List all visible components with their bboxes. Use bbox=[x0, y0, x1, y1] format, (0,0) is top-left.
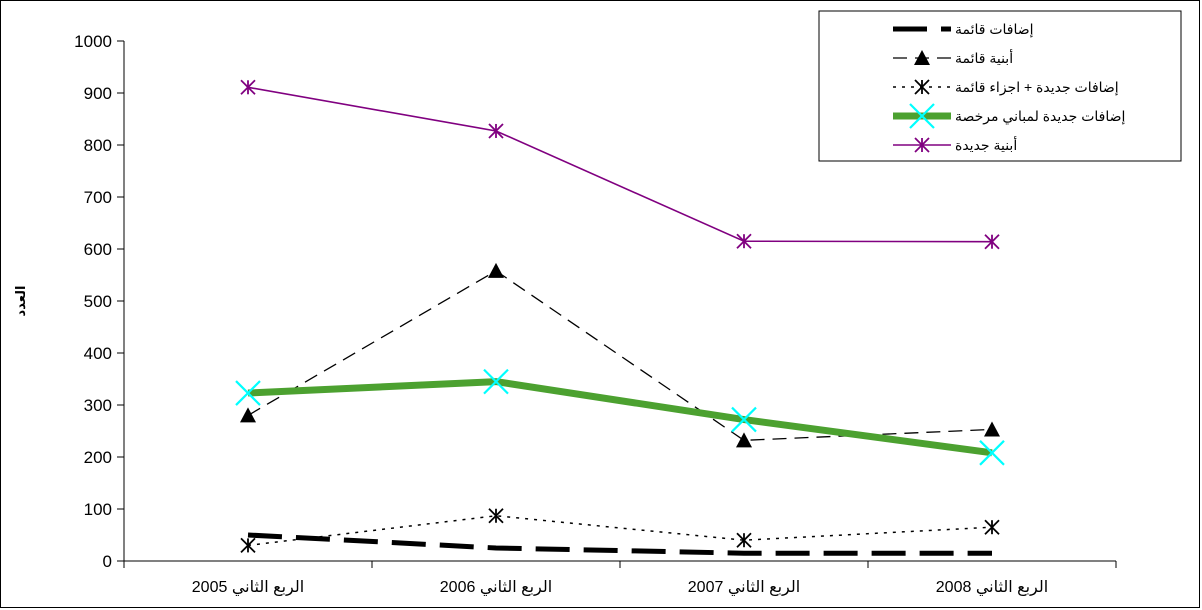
data-point-asterisk bbox=[984, 234, 1000, 250]
x-tick-label: الربع الثاني 2007 bbox=[688, 579, 800, 597]
data-point-triangle bbox=[984, 421, 1000, 437]
legend-label: إضافات قائمة bbox=[955, 21, 1034, 38]
data-point-triangle bbox=[240, 407, 256, 423]
legend-entry: أبنية جديدة bbox=[893, 136, 1017, 153]
data-point-asterisk bbox=[240, 79, 256, 95]
legend-label: إضافات جديدة لمباني مرخصة bbox=[955, 108, 1125, 125]
x-tick-label: الربع الثاني 2005 bbox=[192, 579, 304, 597]
series-line bbox=[247, 378, 993, 457]
data-point-triangle bbox=[488, 262, 504, 278]
data-point-asterisk bbox=[488, 123, 504, 139]
series-1 bbox=[247, 532, 992, 556]
series-line bbox=[247, 270, 993, 442]
data-point-asterisk bbox=[736, 233, 752, 249]
y-tick-label: 400 bbox=[84, 344, 112, 363]
legend-entry: إضافات جديدة لمباني مرخصة bbox=[893, 103, 1125, 129]
y-tick-label: 600 bbox=[84, 240, 112, 259]
data-point-triangle bbox=[914, 50, 930, 65]
y-tick-label: 0 bbox=[103, 552, 112, 571]
legend: إضافات قائمة أبنية قائمة إضافات جديدة + اج… bbox=[818, 10, 1182, 162]
data-point-asterisk bbox=[914, 137, 930, 153]
series-5 bbox=[240, 79, 1000, 250]
legend-label: أبنية قائمة bbox=[955, 49, 1013, 66]
data-point-x bbox=[483, 368, 509, 395]
legend-entry: أبنية قائمة bbox=[893, 49, 1013, 66]
data-point-x bbox=[731, 406, 757, 433]
x-tick-label: الربع الثاني 2008 bbox=[936, 579, 1048, 597]
y-tick-label: 900 bbox=[84, 84, 112, 103]
data-point-asterisk bbox=[984, 519, 1000, 535]
y-tick-label: 300 bbox=[84, 396, 112, 415]
data-point-asterisk bbox=[240, 537, 256, 554]
x-tick-label: الربع الثاني 2006 bbox=[440, 579, 552, 597]
series-line bbox=[247, 86, 993, 243]
data-point-x bbox=[909, 103, 935, 129]
y-tick-label: 1000 bbox=[74, 32, 112, 51]
y-axis-title: العدد bbox=[13, 286, 28, 317]
series-2 bbox=[240, 262, 1000, 448]
legend-box bbox=[818, 10, 1182, 162]
series-layer bbox=[235, 79, 1005, 556]
data-point-asterisk bbox=[488, 508, 504, 524]
data-point-x bbox=[979, 440, 1005, 466]
y-tick-label: 200 bbox=[84, 448, 112, 467]
legend-label: إضافات جديدة + اجزاء قائمة bbox=[955, 79, 1119, 96]
data-point-triangle bbox=[736, 432, 752, 448]
series-4 bbox=[235, 368, 1005, 466]
y-ticks: 0 100 200 300 400 500 600 700 800 900 1000 bbox=[74, 32, 124, 571]
legend-entry: إضافات قائمة bbox=[893, 21, 1034, 38]
legend-entry: إضافات جديدة + اجزاء قائمة bbox=[893, 79, 1119, 96]
y-tick-label: 800 bbox=[84, 136, 112, 155]
x-ticks: الربع الثاني 2005 الربع الثاني 2006 الربع … bbox=[123, 561, 1117, 597]
y-tick-label: 700 bbox=[84, 188, 112, 207]
y-tick-label: 100 bbox=[84, 500, 112, 519]
legend-label: أبنية جديدة bbox=[955, 136, 1017, 153]
series-line bbox=[247, 515, 993, 547]
y-tick-label: 500 bbox=[84, 292, 112, 311]
data-point-asterisk bbox=[736, 532, 752, 548]
series-line bbox=[247, 532, 992, 556]
series-3 bbox=[240, 508, 1000, 554]
data-point-x bbox=[235, 380, 261, 406]
data-point-asterisk bbox=[914, 79, 930, 95]
